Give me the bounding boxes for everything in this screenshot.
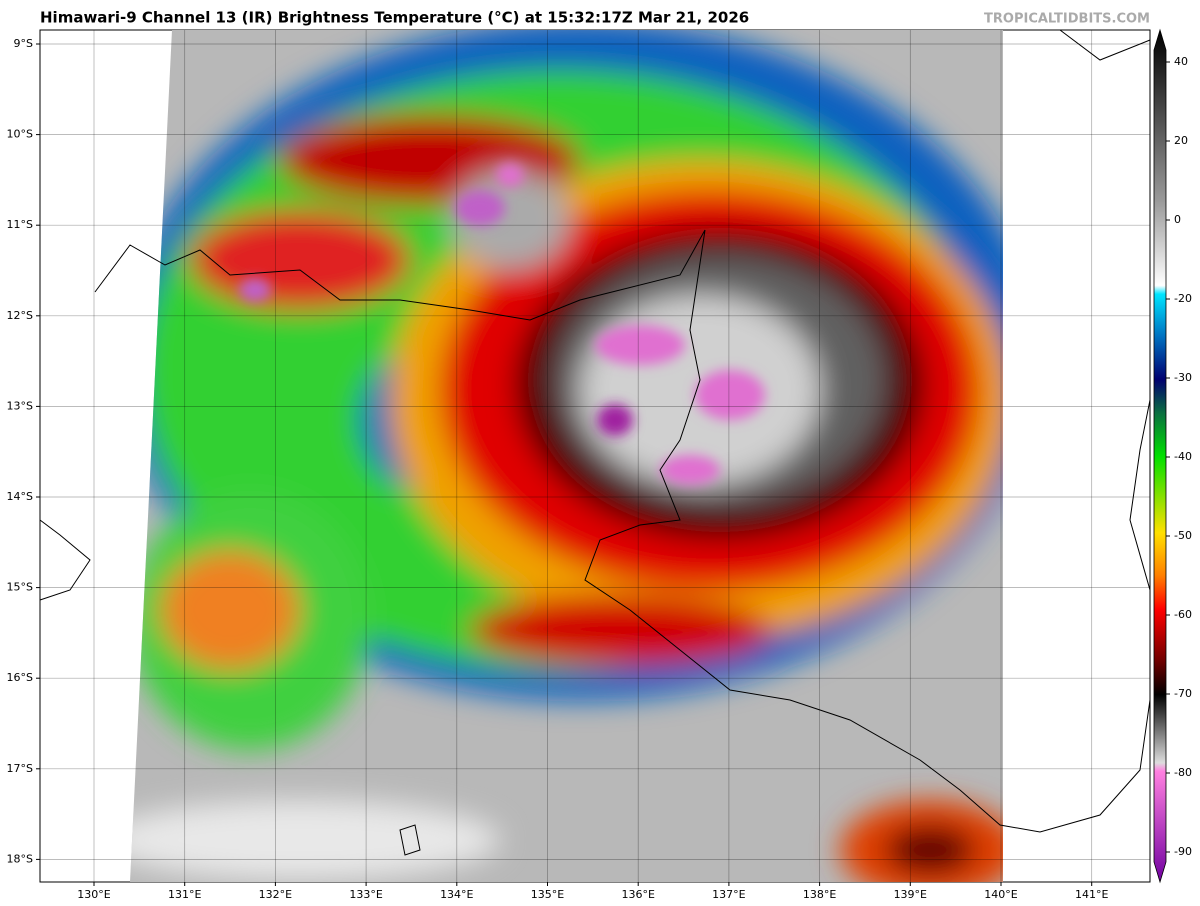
lat-label: 15°S xyxy=(7,581,33,594)
lon-label: 133°E xyxy=(349,888,382,901)
coastlines xyxy=(39,29,1151,856)
colorbar-label: -30 xyxy=(1174,371,1192,384)
colorbar-label: -60 xyxy=(1174,608,1192,621)
lat-label: 14°S xyxy=(7,490,33,503)
colorbar-label: -20 xyxy=(1174,292,1192,305)
lon-label: 135°E xyxy=(531,888,564,901)
lat-label: 16°S xyxy=(7,671,33,684)
graticule xyxy=(40,30,1150,882)
colorbar-label: -50 xyxy=(1174,529,1192,542)
lon-label: 137°E xyxy=(712,888,745,901)
lon-label: 141°E xyxy=(1075,888,1108,901)
lat-label: 18°S xyxy=(7,852,33,865)
lon-label: 139°E xyxy=(894,888,927,901)
lon-label: 134°E xyxy=(440,888,473,901)
lat-label: 10°S xyxy=(7,128,33,141)
colorbar-label: -90 xyxy=(1174,845,1192,858)
lat-label: 13°S xyxy=(7,399,33,412)
lon-label: 138°E xyxy=(803,888,836,901)
lat-label: 12°S xyxy=(7,309,33,322)
colorbar-label: -80 xyxy=(1174,766,1192,779)
colorbar-label: -70 xyxy=(1174,687,1192,700)
watermark: TROPICALTIDBITS.COM xyxy=(984,12,1150,27)
lat-label: 17°S xyxy=(7,762,33,775)
lat-label: 11°S xyxy=(7,218,33,231)
colorbar-label: 20 xyxy=(1174,134,1188,147)
colorbar-label: -40 xyxy=(1174,450,1192,463)
lon-label: 132°E xyxy=(259,888,292,901)
satellite-imagery xyxy=(130,30,1003,882)
lon-label: 136°E xyxy=(621,888,654,901)
lon-label: 131°E xyxy=(168,888,201,901)
lon-label: 140°E xyxy=(984,888,1017,901)
title: Himawari-9 Channel 13 (IR) Brightness Te… xyxy=(40,9,749,27)
colorbar xyxy=(1153,28,1167,884)
lon-label: 130°E xyxy=(77,888,110,901)
lat-label: 9°S xyxy=(14,37,33,50)
colorbar-label: 0 xyxy=(1174,213,1181,226)
colorbar-label: 40 xyxy=(1174,55,1188,68)
